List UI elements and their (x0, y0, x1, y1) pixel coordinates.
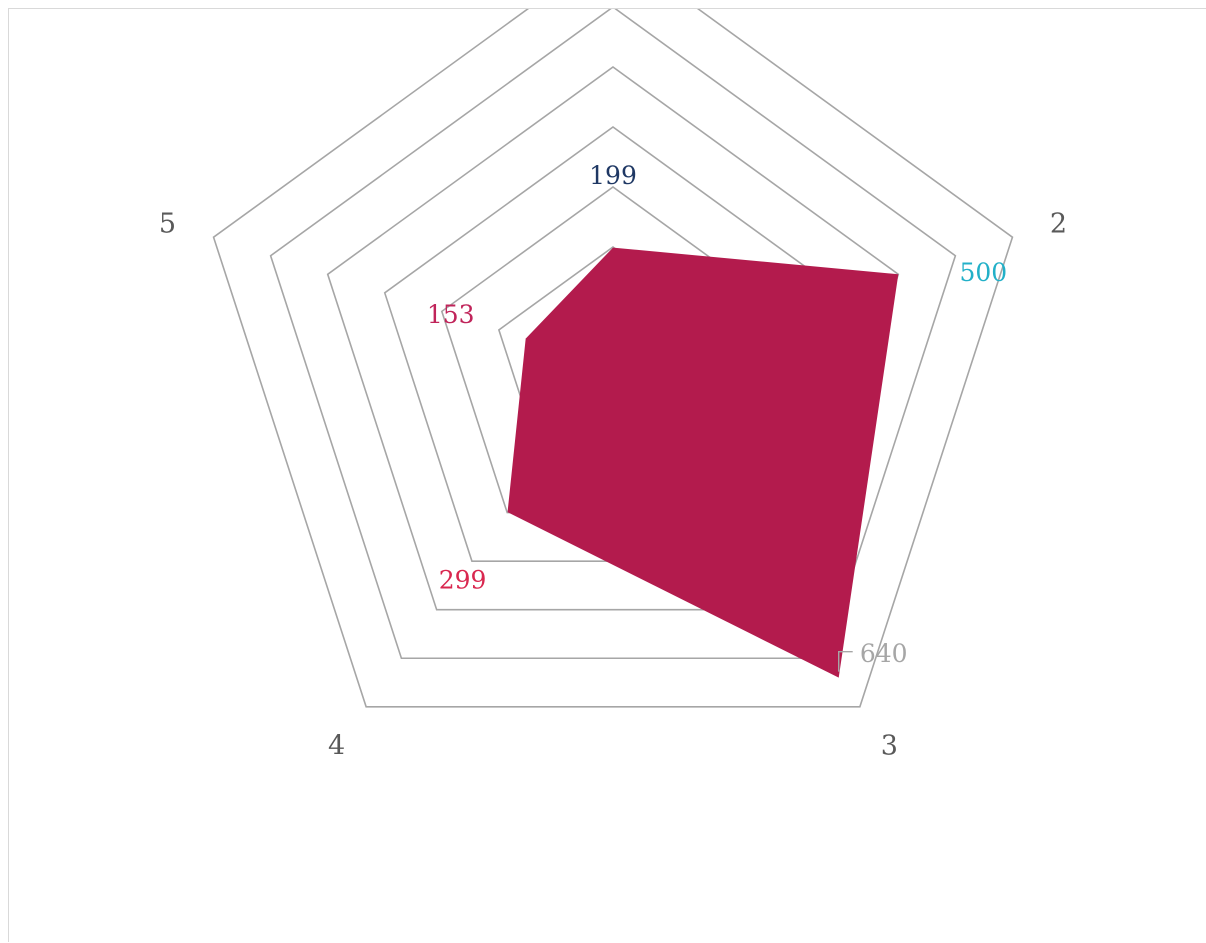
data-label: 199 (589, 161, 637, 190)
data-label: 500 (959, 258, 1007, 287)
data-label: 640 (860, 639, 908, 668)
data-label: 153 (427, 300, 475, 329)
radar-labels: 19950064029915312345 (159, 161, 1067, 762)
axis-category-label: 2 (1050, 208, 1067, 239)
axis-category-label: 5 (159, 208, 176, 239)
gridline-ring (269, 9, 957, 660)
series-area (507, 247, 899, 678)
data-label: 299 (439, 566, 487, 595)
chart-area: 19950064029915312345 (8, 8, 1206, 942)
data-label-leader (838, 650, 853, 672)
axis-category-label: 3 (881, 731, 898, 762)
gridline-ring (212, 9, 1014, 708)
radar-chart: 19950064029915312345 (159, 9, 1067, 762)
axis-category-label: 4 (328, 731, 345, 762)
radar-series (507, 247, 899, 678)
gridline-ring (326, 66, 900, 611)
